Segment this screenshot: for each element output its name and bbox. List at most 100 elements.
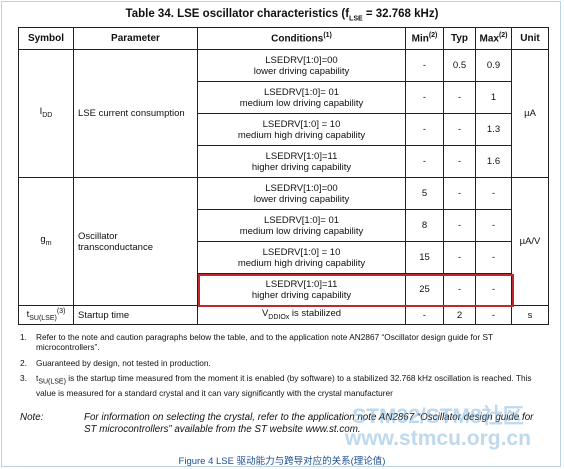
footnote-num: 3. [20,373,27,383]
header-text: Max [479,33,499,45]
footnote-sub: SU(LSE) [38,378,66,386]
condition: LSEDRV[1:0] = 10 [262,118,341,130]
watermark-text: www.stmcu.org.cn [345,427,531,450]
watermark-text: STM32/STM8社区 [352,405,524,428]
condition: LSEDRV[1:0]= 01 [263,214,340,226]
condition-cell: LSEDRV[1:0]=11 higher driving capability [197,145,406,178]
footnote: 2. Guaranteed by design, not tested in pr… [20,358,540,368]
min-cell: - [405,81,444,114]
table-row: LSEDRV[1:0] = 10 medium high driving capa… [19,241,549,274]
footnote-text: tSU(LSE) is the startup time measured fr… [36,373,540,398]
footnote-text: Refer to the note and caution paragraphs… [36,332,540,352]
column-header: Symbol [18,27,74,50]
symbol-sub: m [45,239,52,247]
footnote-num: 1. [20,332,27,342]
symbol-sub: SU(LSE) [29,315,57,323]
condition: medium high driving capability [237,129,366,141]
condition-cell: LSEDRV[1:0]=00 lower driving capability [197,49,406,82]
symbol-cell: gm [18,177,74,306]
note-label: Note: [20,412,44,423]
min-cell: 15 [405,241,444,274]
condition: medium high driving capability [237,257,366,269]
typ-cell: - [443,241,476,274]
symbol: g [40,234,46,246]
condition: medium low driving capability [239,225,364,237]
condition: LSEDRV[1:0]=00 [265,54,338,66]
table-title: Table 34. LSE oscillator characteristics… [0,8,564,22]
footnote-body: Guaranteed by design, not tested in prod… [36,358,211,368]
condition: higher driving capability [251,161,352,173]
condition: LSEDRV[1:0]=00 [265,182,338,194]
header-text: Symbol [27,33,65,44]
column-header: Min(2) [405,27,444,50]
header-sup: (1) [323,32,332,40]
condition: V [261,307,269,319]
header-text: Conditions [271,33,324,45]
condition: LSEDRV[1:0] = 10 [262,246,341,258]
footnote-text: Guaranteed by design, not tested in prod… [36,358,540,368]
condition-cell: LSEDRV[1:0]=00 lower driving capability [197,177,406,210]
unit-cell: µA/V [511,177,549,306]
table: Symbol Parameter Conditions(1) Min(2) Typ Max… [18,27,549,326]
max-cell: 0.9 [475,49,512,82]
min-cell: - [405,304,444,326]
parameter-cell: Oscillator transconductance [73,177,198,306]
highlight-box [197,273,514,307]
parameter-cell: Startup time [73,304,198,326]
column-header: Parameter [73,27,198,50]
min-cell: - [405,113,444,146]
header-sup: (2) [498,32,508,40]
column-header: Conditions(1) [197,27,406,50]
min-cell: 5 [405,177,444,210]
table-row: tSU(LSE)(3) Startup time VDDIOx is stabili… [18,304,549,326]
parameter-cell: LSE current consumption [73,49,198,178]
table-row: LSEDRV[1:0]= 01 medium low driving capabi… [19,209,549,242]
header-text: Typ [450,33,469,44]
max-cell: 1.6 [475,145,512,178]
typ-cell: - [443,209,476,242]
header-text: Min [411,33,429,45]
symbol: I [39,106,43,118]
footnote: 3. tSU(LSE) is the startup time measured … [20,373,540,398]
header-sup: (2) [428,32,438,40]
footnote-sym: t [36,373,39,383]
typ-cell: 0.5 [443,49,476,82]
column-header: Max(2) [475,27,512,50]
condition-cell: LSEDRV[1:0] = 10 medium high driving capa… [197,113,406,146]
condition-cell: LSEDRV[1:0]= 01 medium low driving capabi… [197,209,406,242]
condition: LSEDRV[1:0]= 01 [263,86,340,98]
caption: Figure 4 LSE 驱动能力与跨导对应的关系(理论值) [178,456,386,467]
typ-cell: - [443,81,476,114]
max-cell: 1.3 [475,113,512,146]
title-text: = 32.768 kHz) [362,8,439,20]
table-row: LSEDRV[1:0] = 10 medium high driving capa… [19,113,549,146]
typ-cell: - [443,145,476,178]
table-row: LSEDRV[1:0]= 01 medium low driving capabi… [19,81,549,114]
condition-sub: DDIOx [268,313,290,321]
parameter: LSE current consumption [78,108,185,119]
condition: medium low driving capability [239,97,364,109]
symbol-cell: IDD [18,49,74,178]
min-cell: - [405,49,444,82]
footnote-num: 2. [20,358,27,368]
max-cell: - [475,177,512,210]
unit-cell: µA [511,49,549,178]
condition: lower driving capability [253,193,350,205]
typ-cell: - [443,177,476,210]
condition: LSEDRV[1:0]=11 [265,150,338,162]
condition: lower driving capability [253,65,350,77]
header-text: Parameter [111,33,160,44]
condition-cell: LSEDRV[1:0]= 01 medium low driving capabi… [197,81,406,114]
symbol-sub: DD [42,111,53,119]
max-cell: - [475,241,512,274]
unit-cell: s [511,304,549,326]
title-text: Table 34. LSE oscillator characteristics… [125,8,350,20]
max-cell: 1 [475,81,512,114]
header-text: Unit [520,33,540,44]
max-cell: - [475,209,512,242]
column-header: Typ [443,27,476,50]
symbol: t [26,309,30,321]
min-cell: 8 [405,209,444,242]
